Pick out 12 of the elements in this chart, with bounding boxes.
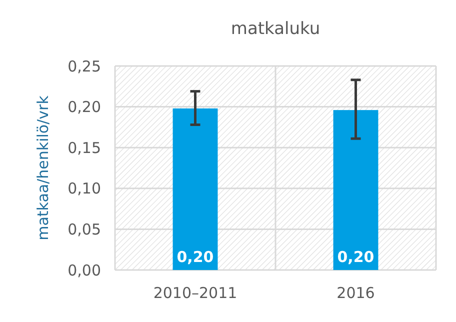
data-label: 0,20 (176, 248, 214, 266)
y-tick-label: 0,15 (68, 138, 101, 157)
x-tick-label: 2010–2011 (153, 284, 238, 302)
x-tick-label: 2016 (336, 284, 375, 302)
y-axis-title: matkaa/henkilö/vrk (34, 95, 52, 240)
y-tick-label: 0,25 (68, 57, 101, 76)
y-tick-label: 0,20 (68, 98, 101, 116)
y-tick-label: 0,05 (68, 220, 101, 238)
y-tick-label: 0,00 (68, 261, 101, 280)
y-tick-label: 0,10 (68, 180, 101, 198)
chart-title: matkaluku (230, 19, 320, 39)
data-label: 0,20 (337, 248, 374, 266)
